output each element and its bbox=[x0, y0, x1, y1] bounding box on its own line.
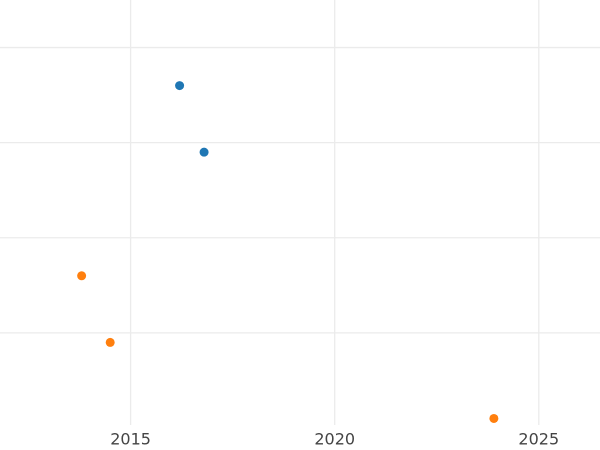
x-tick-label: 2015 bbox=[110, 430, 151, 449]
point bbox=[199, 147, 209, 157]
point bbox=[175, 81, 185, 91]
x-tick-label: 2020 bbox=[314, 430, 355, 449]
x-tick-label: 2025 bbox=[518, 430, 559, 449]
point bbox=[77, 271, 87, 281]
point bbox=[489, 413, 499, 423]
point bbox=[105, 337, 115, 347]
